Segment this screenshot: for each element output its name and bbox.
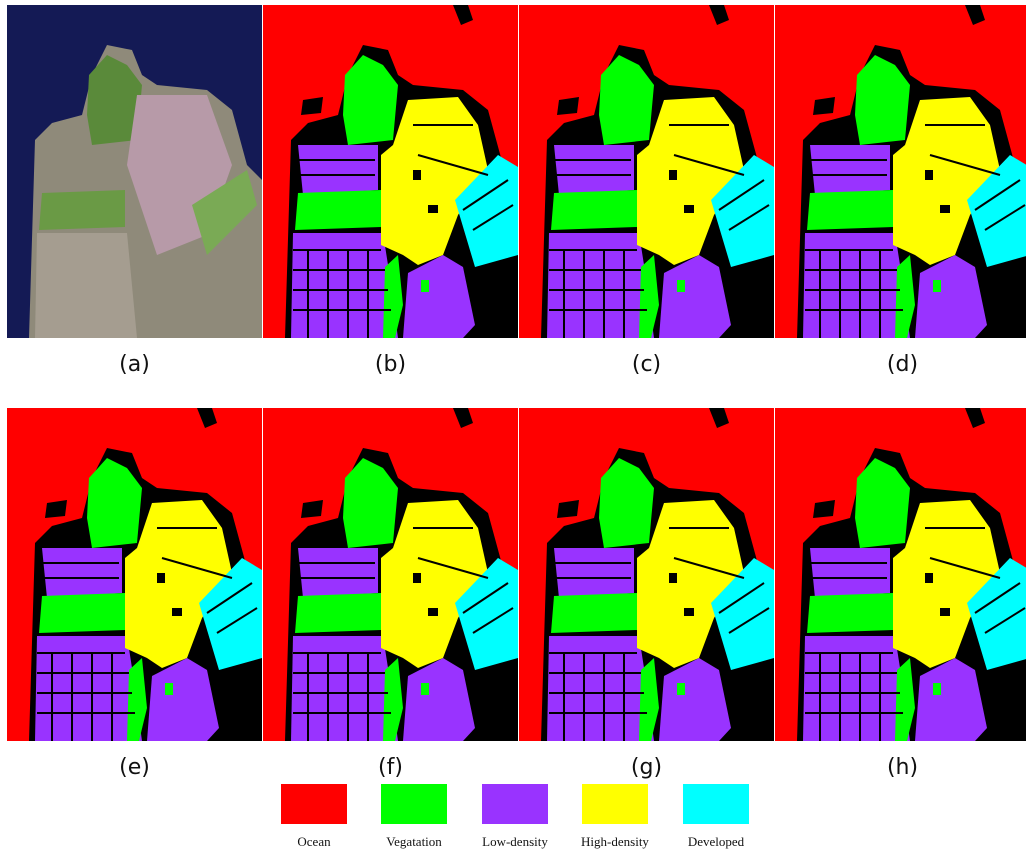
legend-label: Ocean <box>297 834 331 849</box>
legend-label: Vegatation <box>386 834 442 849</box>
classification-map <box>775 408 1026 741</box>
legend-swatch <box>582 784 648 824</box>
panel-label: (a) <box>119 352 150 377</box>
sar-image <box>7 5 262 338</box>
legend-swatch <box>281 784 347 824</box>
panel-label: (d) <box>887 352 918 377</box>
legend-label: High-density <box>581 834 649 849</box>
panel-label: (f) <box>378 755 403 780</box>
classification-map <box>775 5 1026 338</box>
classification-map <box>263 408 518 741</box>
legend-swatch <box>683 784 749 824</box>
panel-label: (h) <box>887 755 918 780</box>
panels: (a) (b) (c) (d) (e) (f) (g) (h) <box>7 5 1026 780</box>
legend-swatch <box>381 784 447 824</box>
panel-label: (c) <box>632 352 661 377</box>
legend: Ocean Vegatation Low-density High-density De… <box>281 784 749 849</box>
classification-map <box>7 408 262 741</box>
figure: (a) (b) (c) (d) (e) (f) (g) (h) Ocean Vegatation… <box>0 0 1026 852</box>
legend-swatch <box>482 784 548 824</box>
panel-label: (g) <box>631 755 662 780</box>
legend-label: Low-density <box>482 834 548 849</box>
panel-label: (e) <box>119 755 150 780</box>
classification-map <box>519 5 774 338</box>
classification-map <box>263 5 518 338</box>
panel-label: (b) <box>375 352 406 377</box>
classification-map <box>519 408 774 741</box>
page: (a) (b) (c) (d) (e) (f) (g) (h) Ocean Vegatation… <box>0 0 1026 852</box>
legend-label: Developed <box>688 834 745 849</box>
